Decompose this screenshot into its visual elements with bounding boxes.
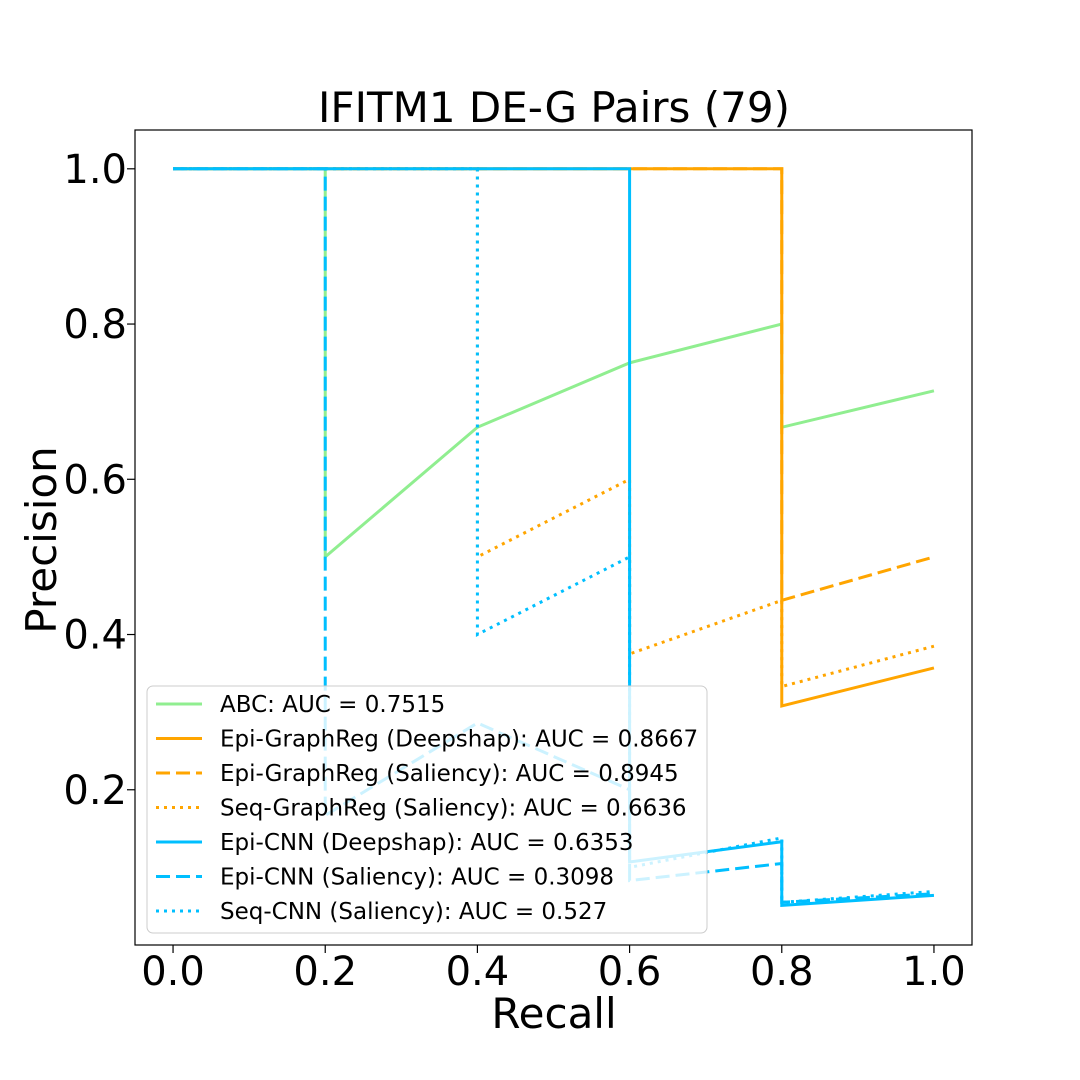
legend-label: Seq-GraphReg (Saliency): AUC = 0.6636 bbox=[220, 796, 687, 822]
x-tick-label: 0.2 bbox=[293, 949, 357, 995]
series-line-3 bbox=[173, 167, 935, 603]
x-tick-label: 0.4 bbox=[446, 949, 510, 995]
legend-label: Epi-GraphReg (Saliency): AUC = 0.8945 bbox=[220, 761, 679, 787]
x-tick-label: 0.8 bbox=[750, 949, 814, 995]
legend-label: Seq-CNN (Saliency): AUC = 0.527 bbox=[220, 899, 607, 925]
legend: ABC: AUC = 0.7515 Epi-GraphReg (Deepshap)… bbox=[146, 685, 708, 934]
legend-box bbox=[146, 685, 708, 934]
series-line-4 bbox=[173, 167, 935, 689]
legend-label: ABC: AUC = 0.7515 bbox=[220, 692, 445, 718]
x-axis-ticks: 0.0 0.2 0.4 0.6 0.8 1.0 bbox=[141, 945, 966, 995]
y-tick-label: 0.2 bbox=[63, 768, 127, 814]
x-axis-label: Recall bbox=[491, 989, 616, 1038]
legend-label: Epi-CNN (Deepshap): AUC = 0.6353 bbox=[220, 830, 633, 856]
y-axis-label: Precision bbox=[17, 446, 66, 633]
x-tick-label: 0.6 bbox=[598, 949, 662, 995]
legend-label: Epi-CNN (Saliency): AUC = 0.3098 bbox=[220, 865, 614, 891]
y-axis-ticks: 0.2 0.4 0.6 0.8 1.0 bbox=[63, 147, 135, 814]
y-tick-label: 0.4 bbox=[63, 613, 127, 659]
series-line-2 bbox=[173, 167, 935, 708]
y-tick-label: 0.8 bbox=[63, 302, 127, 348]
x-tick-label: 0.0 bbox=[141, 949, 205, 995]
chart-title: IFITM1 DE-G Pairs (79) bbox=[318, 83, 790, 132]
y-tick-label: 0.6 bbox=[63, 457, 127, 503]
legend-label: Epi-GraphReg (Deepshap): AUC = 0.8667 bbox=[220, 727, 698, 753]
x-tick-label: 1.0 bbox=[902, 949, 966, 995]
series-line-1 bbox=[173, 167, 935, 561]
plot-frame bbox=[134, 129, 973, 946]
y-tick-label: 1.0 bbox=[63, 147, 127, 193]
